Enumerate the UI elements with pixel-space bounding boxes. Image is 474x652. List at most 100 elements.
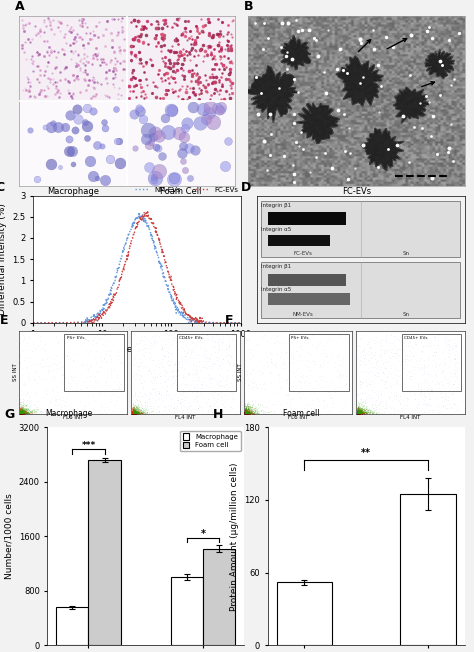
Point [354, 406, 362, 416]
Point [248, 404, 255, 415]
Point [253, 379, 260, 389]
Point [103, 364, 111, 375]
Point [130, 408, 137, 419]
Point [356, 407, 364, 417]
Point [242, 408, 250, 418]
Point [244, 406, 251, 417]
Point [25, 391, 32, 401]
Point [130, 408, 137, 419]
Point [141, 396, 149, 407]
Point [246, 408, 254, 418]
Point [356, 406, 364, 417]
Point [106, 397, 113, 408]
Point [242, 407, 250, 417]
Point [244, 404, 252, 415]
Point [145, 364, 152, 374]
Point [354, 408, 362, 419]
Point [243, 405, 250, 415]
Point [128, 407, 136, 417]
Polygon shape [425, 50, 455, 79]
Point [17, 408, 25, 418]
Point [368, 362, 376, 372]
Point [428, 360, 436, 370]
Point [244, 408, 251, 418]
Point [440, 396, 448, 406]
Point [129, 408, 137, 419]
Point [143, 362, 151, 372]
Point [355, 402, 362, 412]
Point [364, 348, 372, 359]
Point [355, 408, 363, 419]
Point [18, 408, 26, 418]
Point [130, 407, 138, 417]
Point [365, 379, 373, 389]
Point [406, 351, 414, 361]
Point [447, 402, 455, 413]
Point [131, 406, 138, 416]
Point [360, 408, 367, 418]
Point [140, 406, 148, 417]
Point [242, 408, 249, 418]
Point [367, 342, 375, 352]
Point [19, 408, 27, 419]
Point [102, 384, 110, 394]
Point [355, 408, 362, 419]
Point [369, 408, 376, 418]
Point [356, 408, 364, 419]
Point [147, 376, 155, 386]
Point [18, 406, 26, 417]
Point [97, 333, 104, 344]
Point [129, 408, 137, 419]
Point [241, 406, 248, 417]
Point [27, 408, 35, 419]
Point [16, 406, 24, 416]
Point [26, 406, 33, 416]
Point [354, 408, 361, 419]
Point [242, 408, 249, 419]
Point [244, 408, 252, 419]
Point [354, 408, 361, 418]
Point [358, 399, 365, 409]
Point [20, 353, 28, 363]
Point [18, 408, 26, 419]
Point [16, 407, 24, 417]
Point [241, 408, 248, 419]
Point [131, 407, 139, 417]
Point [129, 408, 137, 418]
Point [129, 408, 137, 418]
Point [142, 408, 149, 418]
Point [46, 405, 54, 415]
Point [245, 408, 252, 419]
Point [129, 403, 137, 413]
Point [355, 408, 362, 419]
Point [134, 406, 141, 417]
Point [429, 351, 437, 362]
Point [353, 408, 361, 419]
Point [280, 405, 287, 415]
Point [170, 333, 178, 343]
Point [222, 340, 230, 351]
Point [248, 404, 255, 415]
NM-EVs [237, 319, 243, 327]
Point [16, 407, 24, 417]
Point [27, 407, 35, 417]
Point [354, 408, 362, 419]
Point [130, 404, 138, 415]
Point [242, 407, 249, 417]
Point [135, 406, 142, 417]
Point [21, 408, 29, 418]
Point [17, 406, 24, 417]
Point [131, 407, 138, 417]
Point [406, 374, 414, 384]
Point [130, 408, 137, 419]
Point [74, 399, 82, 409]
Point [16, 406, 24, 417]
Point [446, 345, 453, 355]
Point [129, 407, 137, 417]
Point [356, 404, 364, 415]
Point [241, 408, 248, 419]
Point [356, 408, 364, 419]
Point [301, 402, 308, 413]
Point [164, 348, 172, 358]
Point [354, 408, 361, 419]
